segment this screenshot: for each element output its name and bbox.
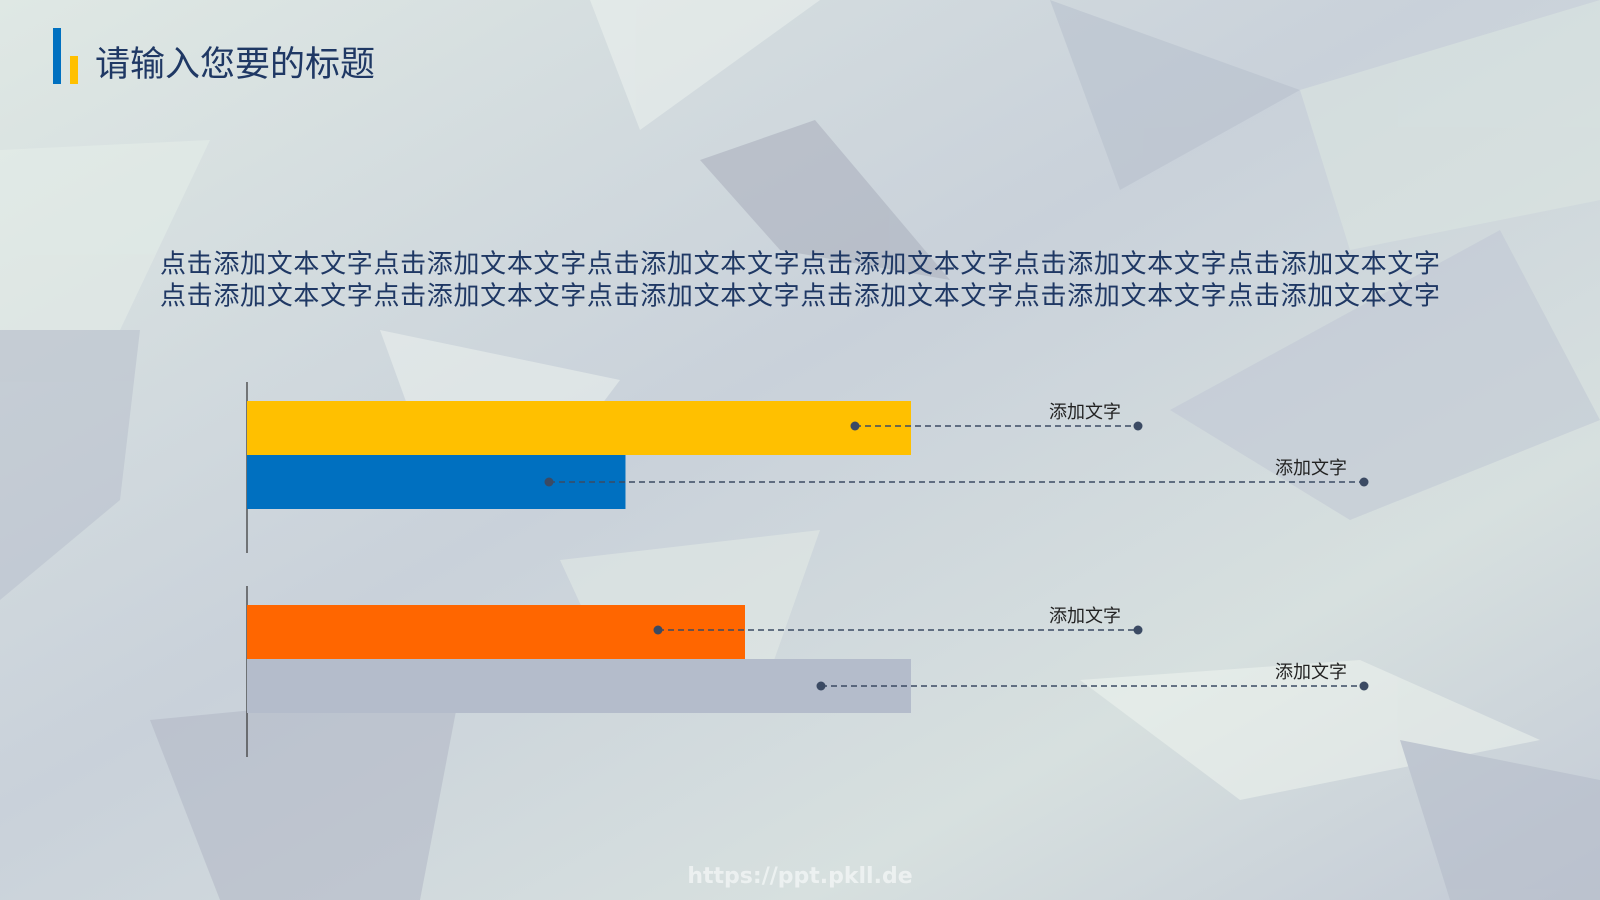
body-text: 点击添加文本文字点击添加文本文字点击添加文本文字点击添加文本文字点击添加文本文字… [160, 282, 1440, 312]
bar-label: 添加文字 [1049, 402, 1121, 423]
leader-dot [816, 681, 826, 691]
leader-dot [850, 421, 860, 431]
bar [247, 659, 911, 713]
bar-label: 添加文字 [1049, 606, 1121, 627]
title-accent [53, 28, 61, 84]
leader-dot [544, 477, 554, 487]
leader-dot [1133, 625, 1143, 635]
watermark: https://ppt.pkll.de [687, 864, 912, 889]
bar [247, 401, 911, 455]
leader-dot [653, 625, 663, 635]
slide-title: 请输入您要的标题 [95, 45, 375, 85]
bar-label: 添加文字 [1275, 662, 1347, 683]
body-text: 点击添加文本文字点击添加文本文字点击添加文本文字点击添加文本文字点击添加文本文字… [160, 250, 1440, 280]
leader-dot [1133, 421, 1143, 431]
bar [247, 605, 745, 659]
title-accent [70, 56, 78, 84]
bar-label: 添加文字 [1275, 458, 1347, 479]
leader-dot [1359, 477, 1369, 487]
bar [247, 455, 626, 509]
leader-dot [1359, 681, 1369, 691]
